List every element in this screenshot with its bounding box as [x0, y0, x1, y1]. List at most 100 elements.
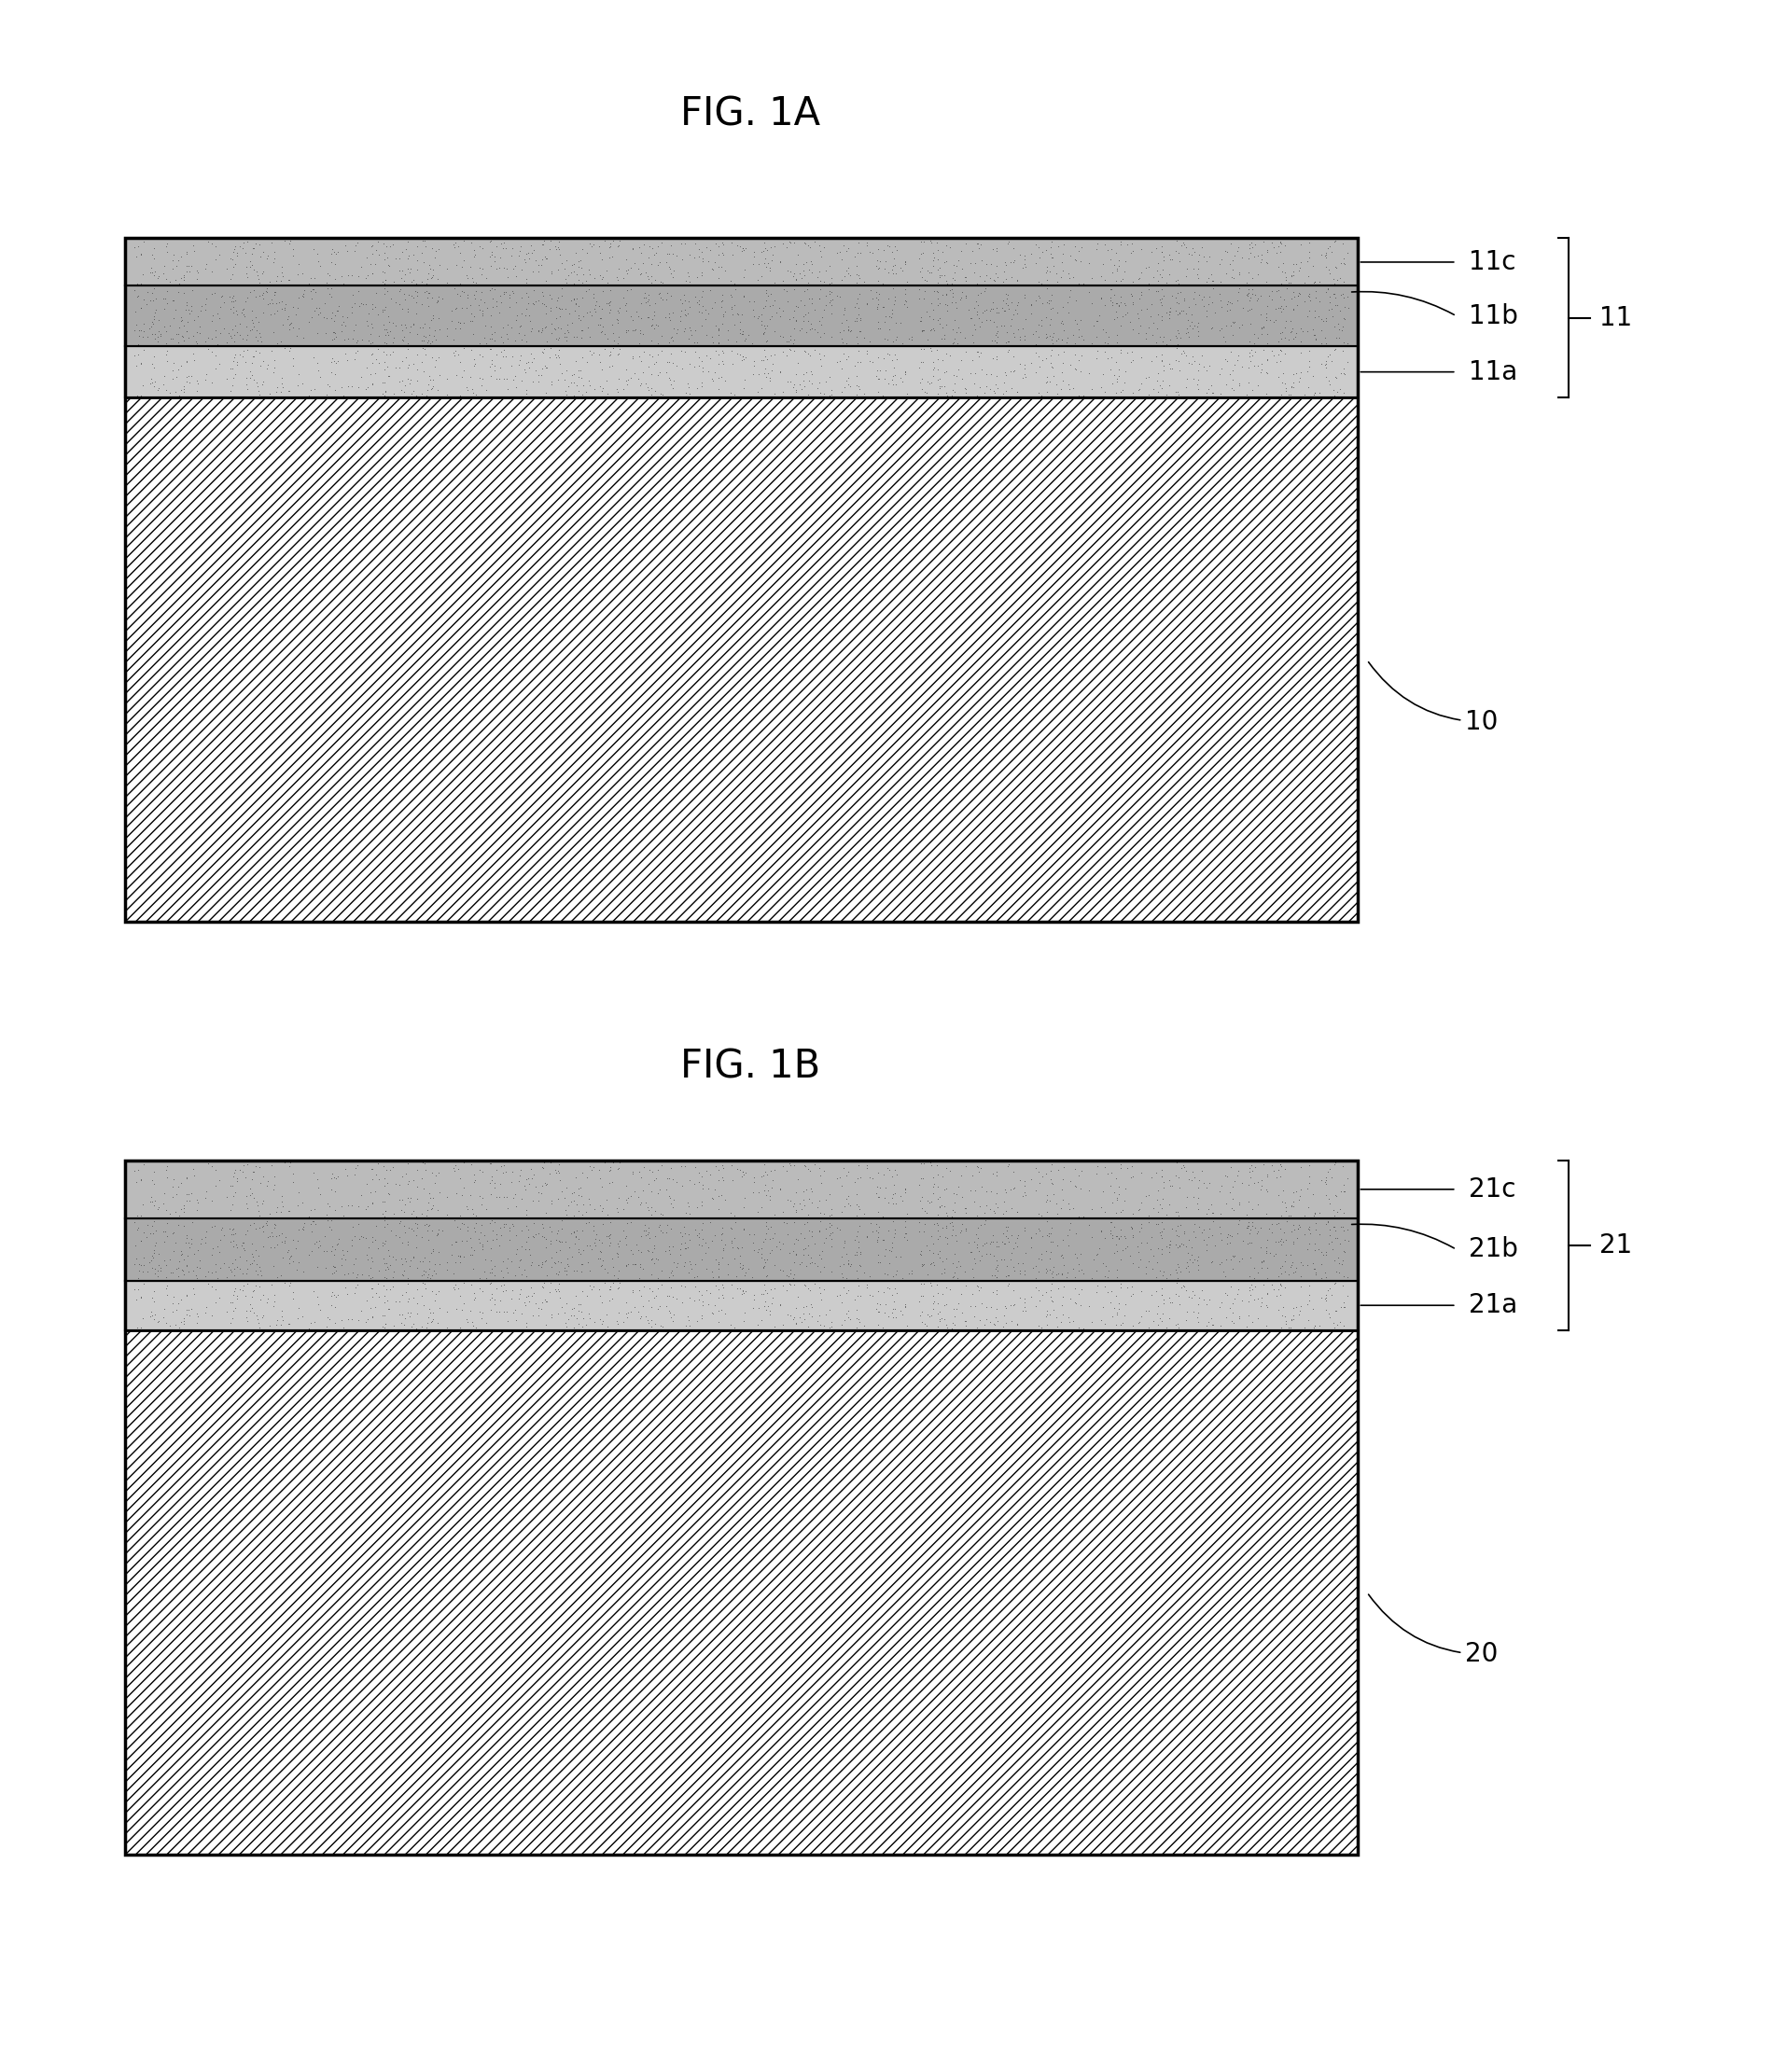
- Point: [541, 1274, 570, 1307]
- Point: [300, 1191, 329, 1225]
- Point: [134, 1254, 163, 1287]
- Point: [1020, 284, 1048, 317]
- Point: [1236, 1227, 1264, 1260]
- Point: [1311, 325, 1340, 358]
- Point: [798, 286, 827, 319]
- Point: [964, 1243, 993, 1276]
- Point: [827, 1196, 855, 1229]
- Point: [866, 244, 895, 278]
- Point: [666, 226, 695, 259]
- Point: [757, 348, 786, 381]
- Point: [304, 1171, 332, 1204]
- Point: [1216, 286, 1245, 319]
- Point: [686, 280, 714, 313]
- Point: [173, 1278, 202, 1312]
- Point: [764, 319, 793, 352]
- Point: [1291, 1233, 1320, 1266]
- Point: [141, 1227, 170, 1260]
- Point: [611, 1227, 639, 1260]
- Point: [373, 1249, 402, 1283]
- Point: [691, 319, 720, 352]
- Point: [879, 367, 907, 400]
- Point: [729, 1274, 757, 1307]
- Point: [857, 346, 886, 379]
- Point: [625, 1154, 654, 1187]
- Point: [1198, 375, 1227, 408]
- Point: [1264, 1225, 1293, 1258]
- Point: [588, 1208, 616, 1241]
- Point: [220, 1160, 248, 1193]
- Point: [830, 1262, 859, 1295]
- Point: [698, 365, 727, 398]
- Point: [1023, 377, 1052, 410]
- Point: [166, 1167, 195, 1200]
- Point: [1304, 1196, 1332, 1229]
- Point: [1043, 377, 1072, 410]
- Point: [572, 236, 600, 269]
- Point: [572, 1196, 600, 1229]
- Point: [296, 282, 325, 315]
- Point: [1239, 1283, 1268, 1316]
- Point: [814, 1177, 843, 1210]
- Point: [648, 284, 677, 317]
- Point: [409, 323, 438, 356]
- Point: [200, 321, 229, 354]
- Point: [611, 1169, 639, 1202]
- Point: [164, 1251, 193, 1285]
- Point: [789, 1303, 818, 1336]
- Point: [543, 323, 572, 356]
- Point: [929, 1303, 957, 1336]
- Point: [647, 1268, 675, 1301]
- Point: [1139, 307, 1168, 340]
- Point: [1311, 1179, 1340, 1212]
- Point: [1011, 319, 1039, 352]
- Point: [793, 1310, 822, 1343]
- Point: [220, 234, 248, 267]
- Point: [563, 369, 591, 402]
- Point: [191, 363, 220, 396]
- Point: [1279, 294, 1307, 327]
- Point: [166, 300, 195, 334]
- Point: [1257, 334, 1286, 367]
- Point: [773, 365, 802, 398]
- Point: [1225, 257, 1254, 290]
- Point: [164, 325, 193, 358]
- Point: [1082, 1276, 1111, 1310]
- Point: [361, 1175, 389, 1208]
- Point: [970, 263, 998, 296]
- Point: [477, 238, 505, 271]
- Point: [1118, 336, 1147, 369]
- Point: [891, 377, 920, 410]
- Point: [1154, 294, 1182, 327]
- Point: [448, 1179, 477, 1212]
- Point: [909, 315, 938, 348]
- Point: [323, 294, 352, 327]
- Point: [239, 253, 268, 286]
- Point: [1063, 379, 1091, 412]
- Point: [1266, 1299, 1295, 1332]
- Point: [289, 278, 318, 311]
- Point: [1123, 303, 1152, 336]
- Point: [170, 369, 198, 402]
- Point: [639, 1280, 668, 1314]
- Point: [1091, 1249, 1120, 1283]
- Point: [1163, 1262, 1191, 1295]
- Point: [1314, 253, 1343, 286]
- Point: [320, 261, 348, 294]
- Point: [982, 325, 1011, 358]
- Point: [241, 1212, 270, 1245]
- Point: [1036, 319, 1064, 352]
- Point: [541, 232, 570, 265]
- Point: [220, 319, 248, 352]
- Point: [982, 1225, 1011, 1258]
- Point: [284, 1245, 313, 1278]
- Point: [1195, 1283, 1223, 1316]
- Point: [248, 1160, 277, 1193]
- Point: [804, 1299, 832, 1332]
- Point: [879, 249, 907, 282]
- Point: [182, 1260, 211, 1293]
- Point: [388, 1258, 416, 1291]
- Point: [629, 1251, 657, 1285]
- Point: [557, 1177, 586, 1210]
- Point: [418, 253, 446, 286]
